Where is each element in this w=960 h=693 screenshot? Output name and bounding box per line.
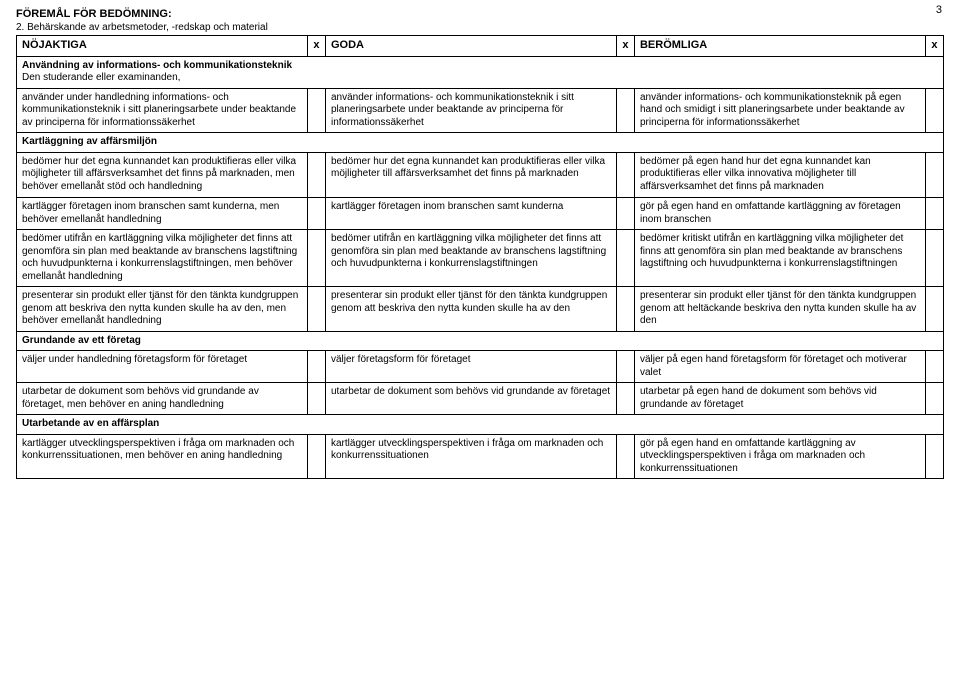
- table-row: bedömer utifrån en kartläggning vilka mö…: [17, 230, 944, 287]
- cell-s1r4c1: presenterar sin produkt eller tjänst för…: [17, 287, 308, 332]
- xcell: [307, 230, 325, 287]
- xcell: [925, 198, 943, 230]
- level-col2-x: x: [616, 36, 634, 57]
- table-row: väljer under handledning företagsform fö…: [17, 351, 944, 383]
- level-col2: GODA: [325, 36, 616, 57]
- subsection-line: 2. Behärskande av arbetsmetoder, -redska…: [16, 22, 944, 33]
- section-title-cell: Användning av informations- och kommunik…: [17, 56, 944, 88]
- cell-s2r2c3: utarbetar på egen hand de dokument som b…: [634, 383, 925, 415]
- section-row: Användning av informations- och kommunik…: [17, 56, 944, 88]
- level-col3-x: x: [925, 36, 943, 57]
- cell-s1r1c2: bedömer hur det egna kunnandet kan produ…: [325, 152, 616, 198]
- xcell: [616, 198, 634, 230]
- table-row: kartlägger företagen inom branschen samt…: [17, 198, 944, 230]
- cell-s0r1c2: använder informations- och kommunikation…: [325, 88, 616, 133]
- xcell: [616, 434, 634, 479]
- xcell: [616, 287, 634, 332]
- xcell: [616, 383, 634, 415]
- cell-s1r3c2: bedömer utifrån en kartläggning vilka mö…: [325, 230, 616, 287]
- cell-s1r2c1: kartlägger företagen inom branschen samt…: [17, 198, 308, 230]
- cell-s2r1c2: väljer företagsform för företaget: [325, 351, 616, 383]
- xcell: [925, 152, 943, 198]
- xcell: [307, 198, 325, 230]
- xcell: [307, 383, 325, 415]
- xcell: [616, 351, 634, 383]
- section-row: Kartläggning av affärsmiljön: [17, 133, 944, 153]
- xcell: [925, 230, 943, 287]
- xcell: [616, 230, 634, 287]
- xcell: [616, 152, 634, 198]
- cell-s1r4c3: presenterar sin produkt eller tjänst för…: [634, 287, 925, 332]
- level-col3: BERÖMLIGA: [634, 36, 925, 57]
- xcell: [307, 88, 325, 133]
- cell-s2r2c2: utarbetar de dokument som behövs vid gru…: [325, 383, 616, 415]
- cell-s1r3c1: bedömer utifrån en kartläggning vilka mö…: [17, 230, 308, 287]
- level-header-row: NÖJAKTIGA x GODA x BERÖMLIGA x: [17, 36, 944, 57]
- xcell: [307, 351, 325, 383]
- section0-title: Användning av informations- och kommunik…: [22, 60, 292, 71]
- section-row: Utarbetande av en affärsplan: [17, 415, 944, 435]
- cell-s3r1c3: gör på egen hand en omfattande kartläggn…: [634, 434, 925, 479]
- cell-s1r2c3: gör på egen hand en omfattande kartläggn…: [634, 198, 925, 230]
- xcell: [925, 383, 943, 415]
- section1-title: Kartläggning av affärsmiljön: [17, 133, 944, 153]
- section-row: Grundande av ett företag: [17, 331, 944, 351]
- cell-s2r2c1: utarbetar de dokument som behövs vid gru…: [17, 383, 308, 415]
- xcell: [925, 287, 943, 332]
- level-col1: NÖJAKTIGA: [17, 36, 308, 57]
- cell-s0r1c1: använder under handledning informations-…: [17, 88, 308, 133]
- xcell: [925, 434, 943, 479]
- table-row: använder under handledning informations-…: [17, 88, 944, 133]
- table-row: bedömer hur det egna kunnandet kan produ…: [17, 152, 944, 198]
- page-number: 3: [936, 4, 942, 16]
- cell-s2r1c3: väljer på egen hand företagsform för för…: [634, 351, 925, 383]
- xcell: [307, 287, 325, 332]
- table-row: kartlägger utvecklingsperspektiven i frå…: [17, 434, 944, 479]
- section0-sub: Den studerande eller examinanden,: [22, 72, 180, 83]
- cell-s3r1c2: kartlägger utvecklingsperspektiven i frå…: [325, 434, 616, 479]
- xcell: [307, 434, 325, 479]
- cell-s1r3c3: bedömer kritiskt utifrån en kartläggning…: [634, 230, 925, 287]
- xcell: [925, 351, 943, 383]
- xcell: [925, 88, 943, 133]
- cell-s2r1c1: väljer under handledning företagsform fö…: [17, 351, 308, 383]
- assessment-table: NÖJAKTIGA x GODA x BERÖMLIGA x Användnin…: [16, 35, 944, 479]
- cell-s1r1c1: bedömer hur det egna kunnandet kan produ…: [17, 152, 308, 198]
- page-heading: FÖREMÅL FÖR BEDÖMNING:: [16, 8, 944, 20]
- cell-s1r4c2: presenterar sin produkt eller tjänst för…: [325, 287, 616, 332]
- table-row: utarbetar de dokument som behövs vid gru…: [17, 383, 944, 415]
- table-row: presenterar sin produkt eller tjänst för…: [17, 287, 944, 332]
- section3-title: Utarbetande av en affärsplan: [17, 415, 944, 435]
- cell-s1r2c2: kartlägger företagen inom branschen samt…: [325, 198, 616, 230]
- xcell: [307, 152, 325, 198]
- xcell: [616, 88, 634, 133]
- level-col1-x: x: [307, 36, 325, 57]
- cell-s0r1c3: använder informations- och kommunikation…: [634, 88, 925, 133]
- cell-s1r1c3: bedömer på egen hand hur det egna kunnan…: [634, 152, 925, 198]
- section2-title: Grundande av ett företag: [17, 331, 944, 351]
- cell-s3r1c1: kartlägger utvecklingsperspektiven i frå…: [17, 434, 308, 479]
